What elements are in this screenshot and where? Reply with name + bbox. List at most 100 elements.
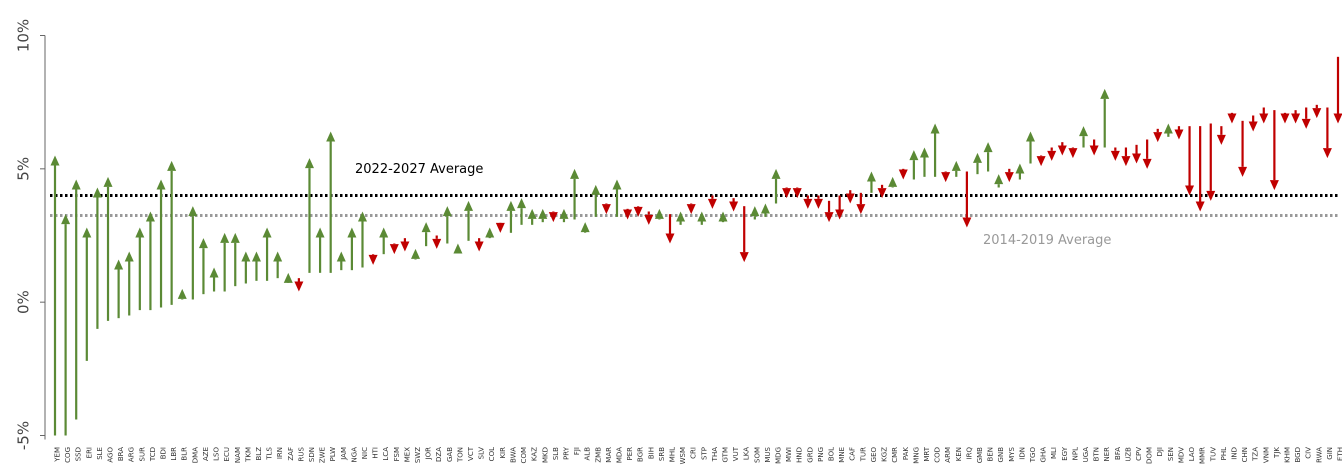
x-tick-label: ZAF <box>287 447 295 461</box>
arrow-head <box>962 217 972 228</box>
arrow-head <box>888 176 898 187</box>
x-tick-label: BTN <box>1093 447 1101 461</box>
arrow-head <box>866 171 876 182</box>
x-tick-label: SWZ <box>414 447 422 463</box>
x-tick-label: PRY <box>562 446 570 460</box>
x-tick-label: VUT <box>732 446 740 461</box>
arrow-head <box>1322 148 1332 159</box>
arrow-head <box>591 184 601 195</box>
arrow-head <box>909 150 919 161</box>
arrow-head <box>347 227 357 238</box>
x-tick-label: NER <box>1103 447 1111 462</box>
x-tick-label: KEN <box>955 447 963 461</box>
x-tick-label: ZWE <box>319 447 327 463</box>
arrow-head <box>1142 158 1152 169</box>
arrow-head <box>357 211 367 222</box>
arrow-head <box>676 211 686 222</box>
x-tick-label: FJI <box>573 447 581 455</box>
x-tick-label: COM <box>520 447 528 463</box>
arrow-head <box>241 251 251 262</box>
arrow-head <box>983 142 993 153</box>
arrow-head <box>251 251 261 262</box>
arrow-head <box>294 281 304 292</box>
x-tick-label: IRQ <box>965 447 973 460</box>
x-tick-label: BEN <box>987 447 995 461</box>
y-tick-label: 0% <box>15 290 33 314</box>
arrow-head <box>1100 88 1110 99</box>
arrow-head <box>729 201 739 212</box>
arrow-head <box>803 198 813 209</box>
x-tick-label: LKA <box>743 447 751 460</box>
arrow-head <box>209 267 219 278</box>
x-tick-label: MNG <box>912 447 920 464</box>
arrow-head <box>124 251 134 262</box>
x-tick-label: CAF <box>849 447 857 461</box>
arrow-head <box>845 193 855 204</box>
arrow-head <box>1132 153 1142 164</box>
arrow-head <box>612 179 622 190</box>
x-tick-label: ERI <box>85 447 93 458</box>
x-tick-label: TKM <box>244 447 252 463</box>
arrow-head <box>824 212 834 223</box>
arrow-head <box>1057 145 1067 156</box>
arrow-head <box>1079 126 1089 137</box>
arrow-head <box>103 176 113 187</box>
x-tick-label: PER <box>626 447 634 461</box>
arrow-head <box>485 227 495 238</box>
x-tick-label: STP <box>700 447 708 460</box>
arrow-head <box>326 131 336 142</box>
arrow-head <box>273 251 283 262</box>
x-tick-label: RWA <box>1315 447 1323 463</box>
arrow-head <box>1110 150 1120 161</box>
arrow-head <box>262 227 272 238</box>
x-tick-label: MYS <box>1008 446 1016 461</box>
arrow-head <box>432 238 442 249</box>
x-tick-label: COD <box>934 447 942 463</box>
x-tick-label: KIR <box>499 447 507 459</box>
x-tick-label: TUV <box>1209 447 1217 462</box>
arrow-head <box>1026 131 1036 142</box>
x-tick-label: AGO <box>107 447 115 463</box>
arrow-head <box>304 158 314 169</box>
arrow-head <box>1047 150 1057 161</box>
x-tick-label: MUS <box>764 446 772 462</box>
arrow-head <box>1280 113 1290 124</box>
x-tick-label: CPV <box>1135 447 1143 461</box>
arrow-head <box>442 206 452 217</box>
arrow-head <box>877 188 887 199</box>
x-tick-label: CMR <box>891 447 899 463</box>
arrow-head <box>750 206 760 217</box>
arrow-head <box>220 232 230 243</box>
x-tick-label: IDN <box>1018 447 1026 460</box>
x-tick-label: ARM <box>944 447 952 463</box>
arrow-head <box>1301 118 1311 129</box>
x-tick-label: HTI <box>372 447 380 459</box>
x-tick-label: LCA <box>382 447 390 461</box>
arrow-head <box>82 227 92 238</box>
x-tick-label: NAM <box>234 447 242 463</box>
x-tick-label: VNM <box>1262 447 1270 463</box>
arrow-head <box>1015 163 1025 174</box>
x-tick-label: BDI <box>160 447 168 459</box>
x-tick-label: COG <box>64 447 72 463</box>
x-tick-label: BGD <box>1294 447 1302 463</box>
x-tick-label: SSD <box>75 447 83 461</box>
arrow-head <box>92 187 102 198</box>
arrow-head <box>760 203 770 214</box>
arrow-head <box>315 227 325 238</box>
x-tick-label: LBR <box>170 447 178 461</box>
x-tick-label: GHA <box>1040 447 1048 463</box>
x-tick-label: MHL <box>668 447 676 462</box>
arrow-head <box>930 123 940 134</box>
x-tick-label: CHN <box>1241 447 1249 462</box>
arrow-head <box>1259 113 1269 124</box>
x-tick-label: GIN <box>1326 447 1334 460</box>
arrow-head <box>707 198 717 209</box>
x-tick-label: MNE <box>838 447 846 463</box>
arrow-head <box>495 222 505 233</box>
arrow-head <box>835 209 845 220</box>
arrow-head <box>771 168 781 179</box>
x-tick-label: GNB <box>997 447 1005 463</box>
arrow-head <box>1269 180 1279 191</box>
arrow-head <box>453 243 463 254</box>
